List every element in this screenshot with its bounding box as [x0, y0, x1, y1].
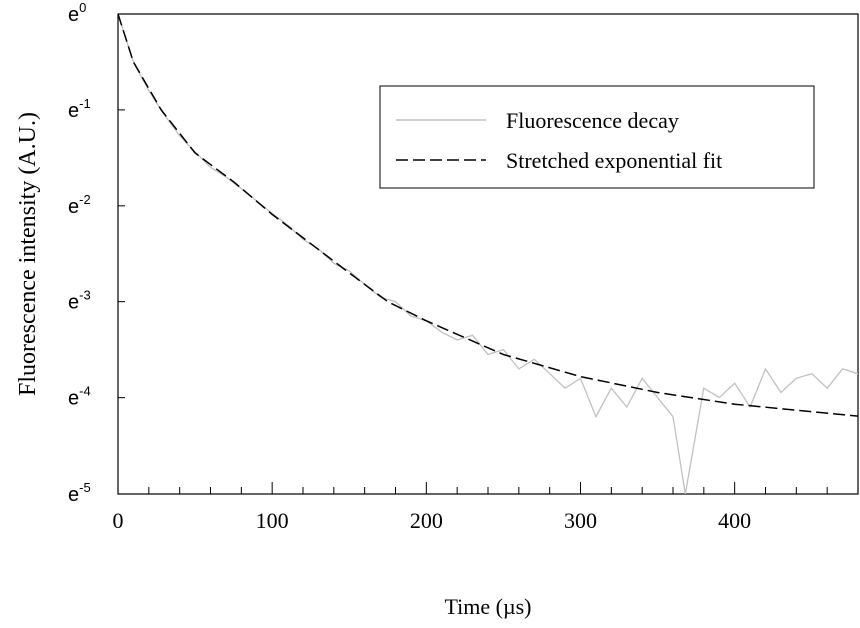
y-tick-label: e-1 [68, 96, 91, 122]
series-line [118, 14, 858, 417]
y-tick-label: e-2 [68, 192, 91, 218]
y-tick-exponent: 0 [79, 0, 86, 15]
y-tick-base: e [68, 196, 79, 218]
legend-label: Stretched exponential fit [506, 148, 722, 173]
y-tick-label: e0 [68, 0, 86, 26]
y-tick-exponent: -3 [79, 288, 91, 303]
y-tick-exponent: -4 [79, 384, 91, 399]
x-axis-label: Time (µs) [444, 594, 531, 619]
x-tick-label: 400 [718, 508, 751, 533]
x-tick-label: 100 [256, 508, 289, 533]
x-tick-label: 0 [113, 508, 124, 533]
x-tick-label: 200 [410, 508, 443, 533]
y-axis-label: Fluorescence intensity (A.U.) [15, 112, 41, 396]
y-tick-label: e-3 [68, 288, 91, 314]
y-tick-exponent: -1 [79, 96, 91, 111]
y-tick-base: e [68, 4, 79, 26]
y-tick-base: e [68, 484, 79, 506]
legend-label: Fluorescence decay [506, 108, 679, 133]
y-tick-exponent: -5 [79, 480, 91, 495]
legend-box [379, 85, 815, 189]
y-tick-base: e [68, 388, 79, 410]
y-tick-label: e-4 [68, 384, 91, 410]
x-tick-label: 300 [564, 508, 597, 533]
y-tick-exponent: -2 [79, 192, 91, 207]
y-tick-base: e [68, 100, 79, 122]
y-tick-label: e-5 [68, 480, 91, 506]
series-line [118, 14, 858, 494]
y-tick-base: e [68, 292, 79, 314]
